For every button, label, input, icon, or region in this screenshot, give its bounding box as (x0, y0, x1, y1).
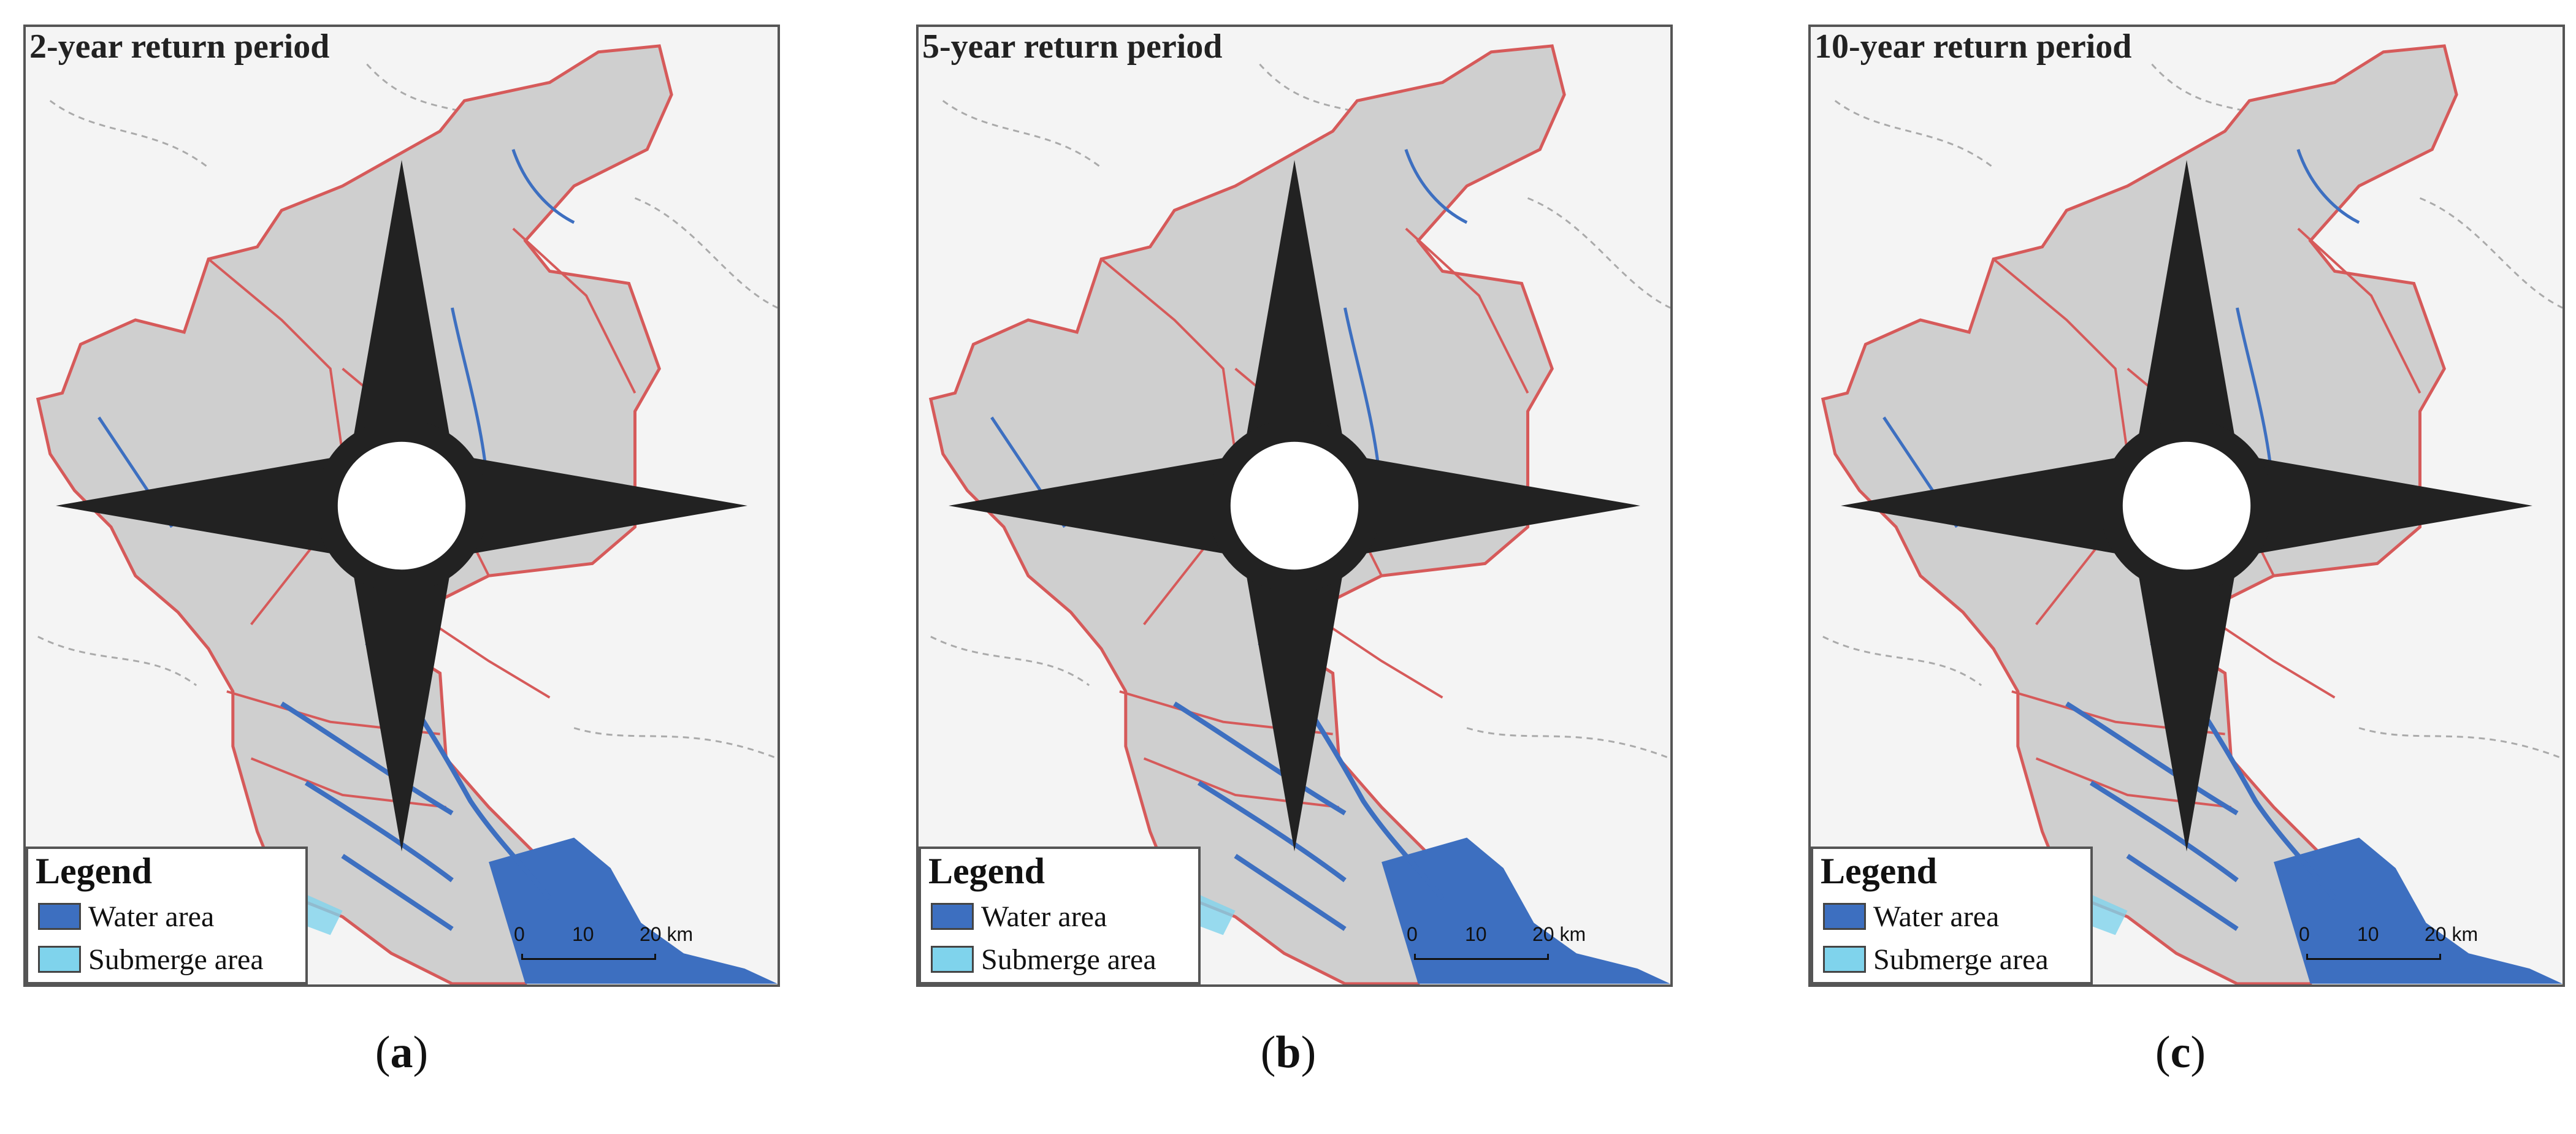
legend: Legend Water area Submerge area (1811, 847, 2093, 984)
scale-tick-10: 10 (1465, 923, 1487, 945)
caption-b: (b) (1260, 1027, 1317, 1078)
legend-swatch-water (38, 903, 81, 930)
legend-swatch-submerge (38, 946, 81, 973)
legend-title: Legend (928, 851, 1045, 891)
north-arrow-icon (56, 160, 747, 851)
panel-title: 10-year return period (1814, 28, 2132, 66)
caption-letter: a (390, 1027, 413, 1078)
legend-swatch-submerge (1823, 946, 1866, 973)
north-arrow-icon (949, 160, 1640, 851)
legend-label: Submerge area (1873, 943, 2049, 976)
legend-item-water: Water area (1823, 899, 1999, 934)
legend-label: Submerge area (981, 943, 1156, 976)
scale-tick-0: 0 (1407, 923, 1418, 945)
legend-swatch-water (1823, 903, 1866, 930)
legend-title: Legend (36, 851, 153, 891)
scale-tick-0: 0 (514, 923, 525, 945)
legend-title: Legend (1821, 851, 1938, 891)
legend: Legend Water area Submerge area (919, 847, 1201, 984)
scale-tick-20: 20 km (640, 923, 694, 945)
legend: Legend Water area Submerge area (26, 847, 308, 984)
map-panel-b: 5-year return period Legend Water area S… (916, 25, 1673, 987)
map-panel-c: 10-year return period Legend Water area … (1808, 25, 2565, 987)
scale-line (521, 954, 656, 960)
scale-tick-20: 20 km (2425, 923, 2479, 945)
scale-tick-20: 20 km (1532, 923, 1586, 945)
scale-bar: 0 10 20 km (2299, 923, 2501, 972)
legend-item-water: Water area (931, 899, 1107, 934)
legend-item-water: Water area (38, 899, 214, 934)
legend-label: Submerge area (88, 943, 264, 976)
scale-tick-10: 10 (2357, 923, 2379, 945)
scale-bar: 0 10 20 km (514, 923, 716, 972)
scale-line (1414, 954, 1549, 960)
caption-a: (a) (375, 1027, 429, 1078)
caption-letter: c (2170, 1027, 2191, 1078)
scale-bar: 0 10 20 km (1407, 923, 1609, 972)
caption-letter: b (1275, 1027, 1301, 1078)
legend-item-submerge: Submerge area (931, 942, 1156, 976)
legend-item-submerge: Submerge area (1823, 942, 2049, 976)
caption-c: (c) (2155, 1027, 2206, 1078)
panel-title: 5-year return period (922, 28, 1223, 66)
legend-swatch-submerge (931, 946, 974, 973)
legend-swatch-water (931, 903, 974, 930)
legend-item-submerge: Submerge area (38, 942, 264, 976)
legend-label: Water area (1873, 900, 2000, 933)
scale-tick-0: 0 (2299, 923, 2310, 945)
scale-line (2306, 954, 2441, 960)
panel-title: 2-year return period (29, 28, 330, 66)
scale-tick-10: 10 (572, 923, 594, 945)
north-arrow-icon (1841, 160, 2532, 851)
legend-label: Water area (981, 900, 1107, 933)
legend-label: Water area (88, 900, 215, 933)
map-panel-a: 2-year return period Legend Water area S… (23, 25, 780, 987)
